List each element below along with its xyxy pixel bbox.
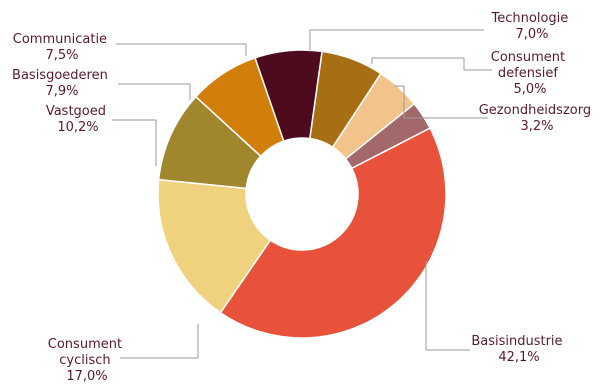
leader-line-technologie xyxy=(309,29,484,52)
label-basisgoederen: Basisgoederen 7,9% xyxy=(12,68,112,99)
leader-line-communicatie xyxy=(116,43,247,56)
label-communicatie: Communicatie 7,5% xyxy=(13,32,111,63)
leader-line-gezondheidszorg xyxy=(394,85,488,119)
label-consument-cyclisch: Consument cyclisch 17,0% xyxy=(48,337,126,384)
donut-slices xyxy=(157,49,447,339)
label-technologie: Technologie 7,0% xyxy=(491,11,573,42)
label-consument-defensief: Consument defensief 5,0% xyxy=(491,50,569,97)
label-gezondheidszorg: Gezondheidszorg 3,2% xyxy=(479,103,596,134)
leader-line-basisindustrie xyxy=(425,260,470,351)
slice-communicatie xyxy=(254,49,323,143)
slice-consument-cyclisch xyxy=(157,178,272,314)
leader-lines xyxy=(112,29,492,359)
leader-line-consument-defensief xyxy=(371,57,492,71)
label-basisindustrie: Basisindustrie 42,1% xyxy=(471,334,566,365)
leader-line-basisgoederen xyxy=(118,83,191,100)
leader-line-consument-cyclisch xyxy=(120,324,199,359)
slice-basisindustrie xyxy=(219,127,447,339)
label-vastgoed: Vastgoed 10,2% xyxy=(46,104,110,135)
leader-line-vastgoed xyxy=(112,119,157,166)
